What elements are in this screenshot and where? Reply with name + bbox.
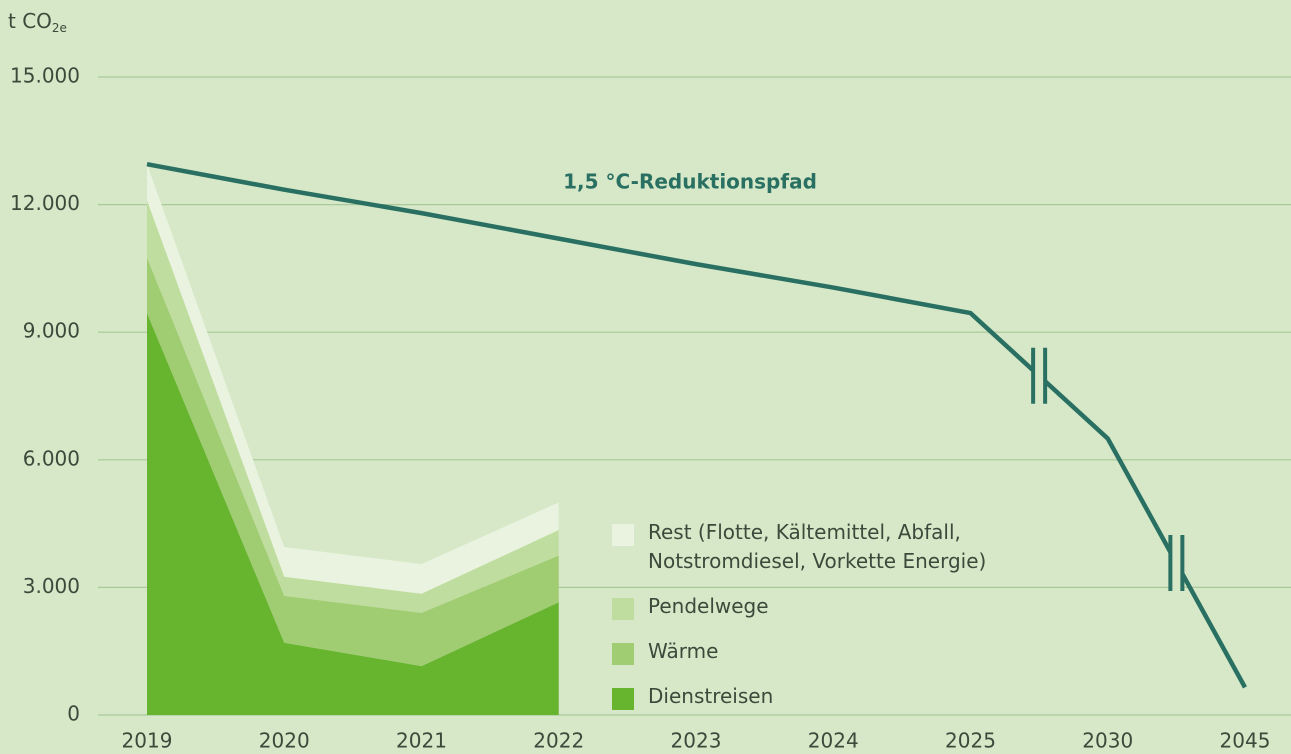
x-tick-label: 2022 bbox=[533, 729, 584, 753]
y-tick-label: 9.000 bbox=[23, 319, 80, 343]
y-tick-label: 0 bbox=[67, 702, 80, 726]
y-tick-label: 6.000 bbox=[23, 446, 80, 470]
y-label-main: t CO bbox=[8, 9, 52, 33]
legend-swatch bbox=[612, 688, 634, 710]
legend-item: Dienstreisen bbox=[612, 682, 1032, 711]
line-annotation: 1,5 °C-Reduktionspfad bbox=[563, 170, 817, 194]
reduction-line bbox=[146, 161, 1247, 689]
legend-swatch bbox=[612, 524, 634, 546]
break-gap bbox=[1170, 532, 1183, 593]
legend-label: Wärme bbox=[648, 639, 719, 663]
x-tick-label: 2030 bbox=[1082, 729, 1133, 753]
legend-item: Rest (Flotte, Kältemittel, Abfall, Notst… bbox=[612, 518, 1032, 576]
legend-swatch bbox=[612, 643, 634, 665]
x-tick-label: 2045 bbox=[1220, 729, 1271, 753]
legend: Rest (Flotte, Kältemittel, Abfall, Notst… bbox=[612, 518, 1032, 727]
x-tick-label: 2024 bbox=[808, 729, 859, 753]
x-tick-label: 2020 bbox=[259, 729, 310, 753]
legend-item: Wärme bbox=[612, 637, 1032, 666]
area bbox=[147, 257, 559, 667]
y-axis-label: t CO2e bbox=[8, 9, 67, 35]
legend-item: Pendelwege bbox=[612, 592, 1032, 621]
area bbox=[147, 313, 559, 715]
x-tick-label: 2025 bbox=[945, 729, 996, 753]
break-gap bbox=[1033, 345, 1046, 406]
y-tick-label: 3.000 bbox=[23, 574, 80, 598]
legend-swatch bbox=[612, 598, 634, 620]
x-tick-label: 2023 bbox=[671, 729, 722, 753]
x-tick-label: 2021 bbox=[396, 729, 447, 753]
y-tick-label: 15.000 bbox=[10, 64, 80, 88]
legend-label: Rest (Flotte, Kältemittel, Abfall, Notst… bbox=[648, 520, 987, 573]
area bbox=[147, 200, 559, 613]
legend-label: Dienstreisen bbox=[648, 684, 774, 708]
legend-label: Pendelwege bbox=[648, 594, 769, 618]
y-label-sub: 2e bbox=[52, 21, 67, 35]
y-tick-label: 12.000 bbox=[10, 191, 80, 215]
x-tick-label: 2019 bbox=[122, 729, 173, 753]
